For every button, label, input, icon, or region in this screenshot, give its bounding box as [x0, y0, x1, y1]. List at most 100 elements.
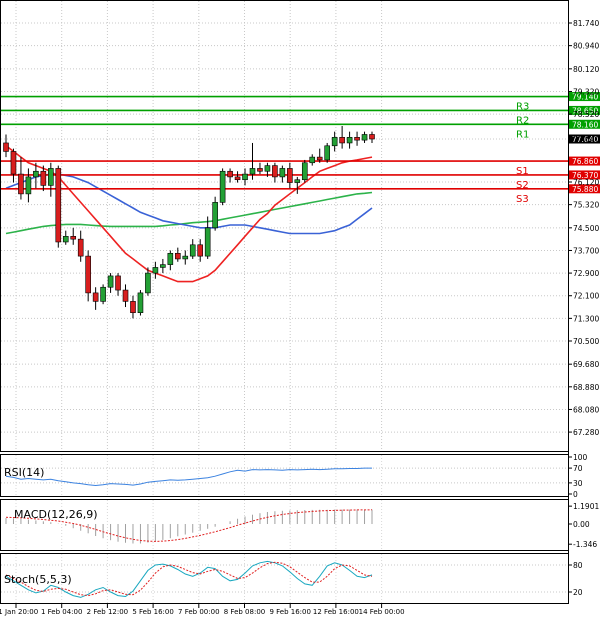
- rsi-line: [5, 467, 372, 487]
- price-tick-label: 79.320: [573, 87, 599, 96]
- candle: [107, 273, 114, 293]
- candle: [227, 168, 233, 183]
- price-tick-label: 72.900: [573, 269, 599, 278]
- candle: [287, 162, 293, 189]
- time-tick-label: 8 Feb 08:00: [224, 608, 265, 616]
- time-tick-label: 1 Feb 04:00: [41, 608, 82, 616]
- candle: [242, 168, 248, 186]
- level-value-label: 78.650: [572, 106, 598, 115]
- price-tick-label: 69.680: [573, 360, 599, 369]
- time-tick-label: 31 Jan 20:00: [0, 608, 38, 616]
- price-panel-frame: [0, 0, 569, 452]
- candles: [3, 125, 375, 319]
- stoch-tick-label: 20: [573, 588, 583, 597]
- candle: [62, 230, 69, 245]
- stoch-k-line: [5, 560, 373, 598]
- candle: [189, 239, 196, 259]
- price-tick-label: 73.700: [573, 246, 599, 255]
- time-tick-label: 7 Feb 00:00: [178, 608, 219, 616]
- price-tick-label: 78.520: [573, 110, 599, 119]
- level-value-label: 76.370: [572, 171, 598, 180]
- macd-tick-label: 0.00: [573, 520, 590, 529]
- rsi-tick-label: 100: [573, 453, 588, 462]
- support-resistance-levels: R3 79.140 R2 78.650 R1 78.160 S1 76.860 S2 76.370…: [1, 92, 600, 205]
- macd-signal-line: [5, 509, 373, 542]
- rsi-label: RSI(14): [4, 466, 44, 479]
- candle: [70, 227, 77, 245]
- candle: [354, 131, 360, 146]
- level-value-badge: [569, 156, 600, 166]
- level-value-label: 78.160: [572, 120, 598, 129]
- time-tick-label: 12 Feb 16:00: [313, 608, 359, 616]
- ma-green-line: [5, 191, 373, 235]
- candle: [272, 162, 278, 183]
- price-tick-label: 81.740: [573, 19, 599, 28]
- level-value-label: 76.860: [572, 157, 598, 166]
- candle: [48, 162, 54, 197]
- price-tick-label: 67.280: [573, 428, 599, 437]
- candle: [25, 168, 32, 203]
- candle: [3, 134, 9, 158]
- grid-layer: [1, 1, 568, 603]
- candle: [18, 157, 24, 200]
- candle: [197, 239, 204, 262]
- price-tick-label: 71.300: [573, 314, 599, 323]
- time-tick-label: 14 Feb 00:00: [359, 608, 405, 616]
- candle: [346, 131, 353, 149]
- candle: [137, 290, 144, 316]
- candle: [361, 131, 368, 143]
- price-tick-label: 74.500: [573, 224, 599, 233]
- level-value-badge: [569, 119, 600, 129]
- level-value-badge: [569, 105, 600, 115]
- macd-tick-label: 1.1901: [573, 502, 599, 511]
- level-label-r3: R3: [516, 102, 529, 113]
- level-value-badge: [569, 170, 600, 180]
- candle: [257, 162, 263, 175]
- candle: [167, 250, 174, 271]
- candle: [324, 142, 330, 163]
- candle: [309, 154, 316, 166]
- candle: [55, 165, 62, 248]
- ma-blue-line: [5, 173, 373, 235]
- candle: [331, 131, 338, 152]
- level-value-badge: [569, 92, 600, 102]
- price-tick-label: 70.500: [573, 337, 599, 346]
- price-tick-label: 76.120: [573, 178, 599, 187]
- ma-red-line: [5, 145, 373, 283]
- candle: [10, 148, 17, 183]
- level-label-s2: S2: [516, 180, 529, 191]
- stoch-d-line: [5, 561, 373, 597]
- candle: [174, 247, 181, 262]
- candle: [122, 284, 129, 308]
- moving-averages: [5, 145, 373, 283]
- price-tick-label: 80.940: [573, 42, 599, 51]
- candle: [115, 273, 121, 296]
- time-tick-label: 9 Feb 16:00: [269, 608, 310, 616]
- candle: [204, 216, 211, 259]
- candle: [369, 131, 375, 143]
- time-axis: 31 Jan 20:001 Feb 04:00 2 Feb 12:00 5 Feb …: [0, 604, 405, 616]
- stoch-tick-label: 80: [573, 561, 583, 570]
- candle: [249, 142, 256, 180]
- level-value-label: 75.880: [572, 185, 598, 194]
- candle: [212, 196, 218, 231]
- rsi-tick-label: 70: [573, 464, 583, 473]
- candle: [40, 165, 47, 192]
- price-tick-label: 80.120: [573, 65, 599, 74]
- price-tick-label: 77.640: [573, 135, 599, 144]
- level-value-badge: [569, 184, 600, 194]
- candle: [339, 125, 345, 149]
- candle: [152, 261, 159, 279]
- rsi-tick-label: 0: [573, 490, 578, 499]
- level-label-s1: S1: [516, 166, 529, 177]
- time-tick-label: 5 Feb 16:00: [132, 608, 173, 616]
- last-price-label: 77.640: [572, 135, 598, 144]
- candle: [301, 159, 308, 183]
- candle: [279, 165, 286, 183]
- time-tick-label: 2 Feb 12:00: [87, 608, 128, 616]
- macd-label: MACD(12,26,9): [14, 508, 98, 521]
- last-price-badge: [569, 134, 600, 144]
- candle: [145, 267, 151, 296]
- candle: [264, 162, 271, 177]
